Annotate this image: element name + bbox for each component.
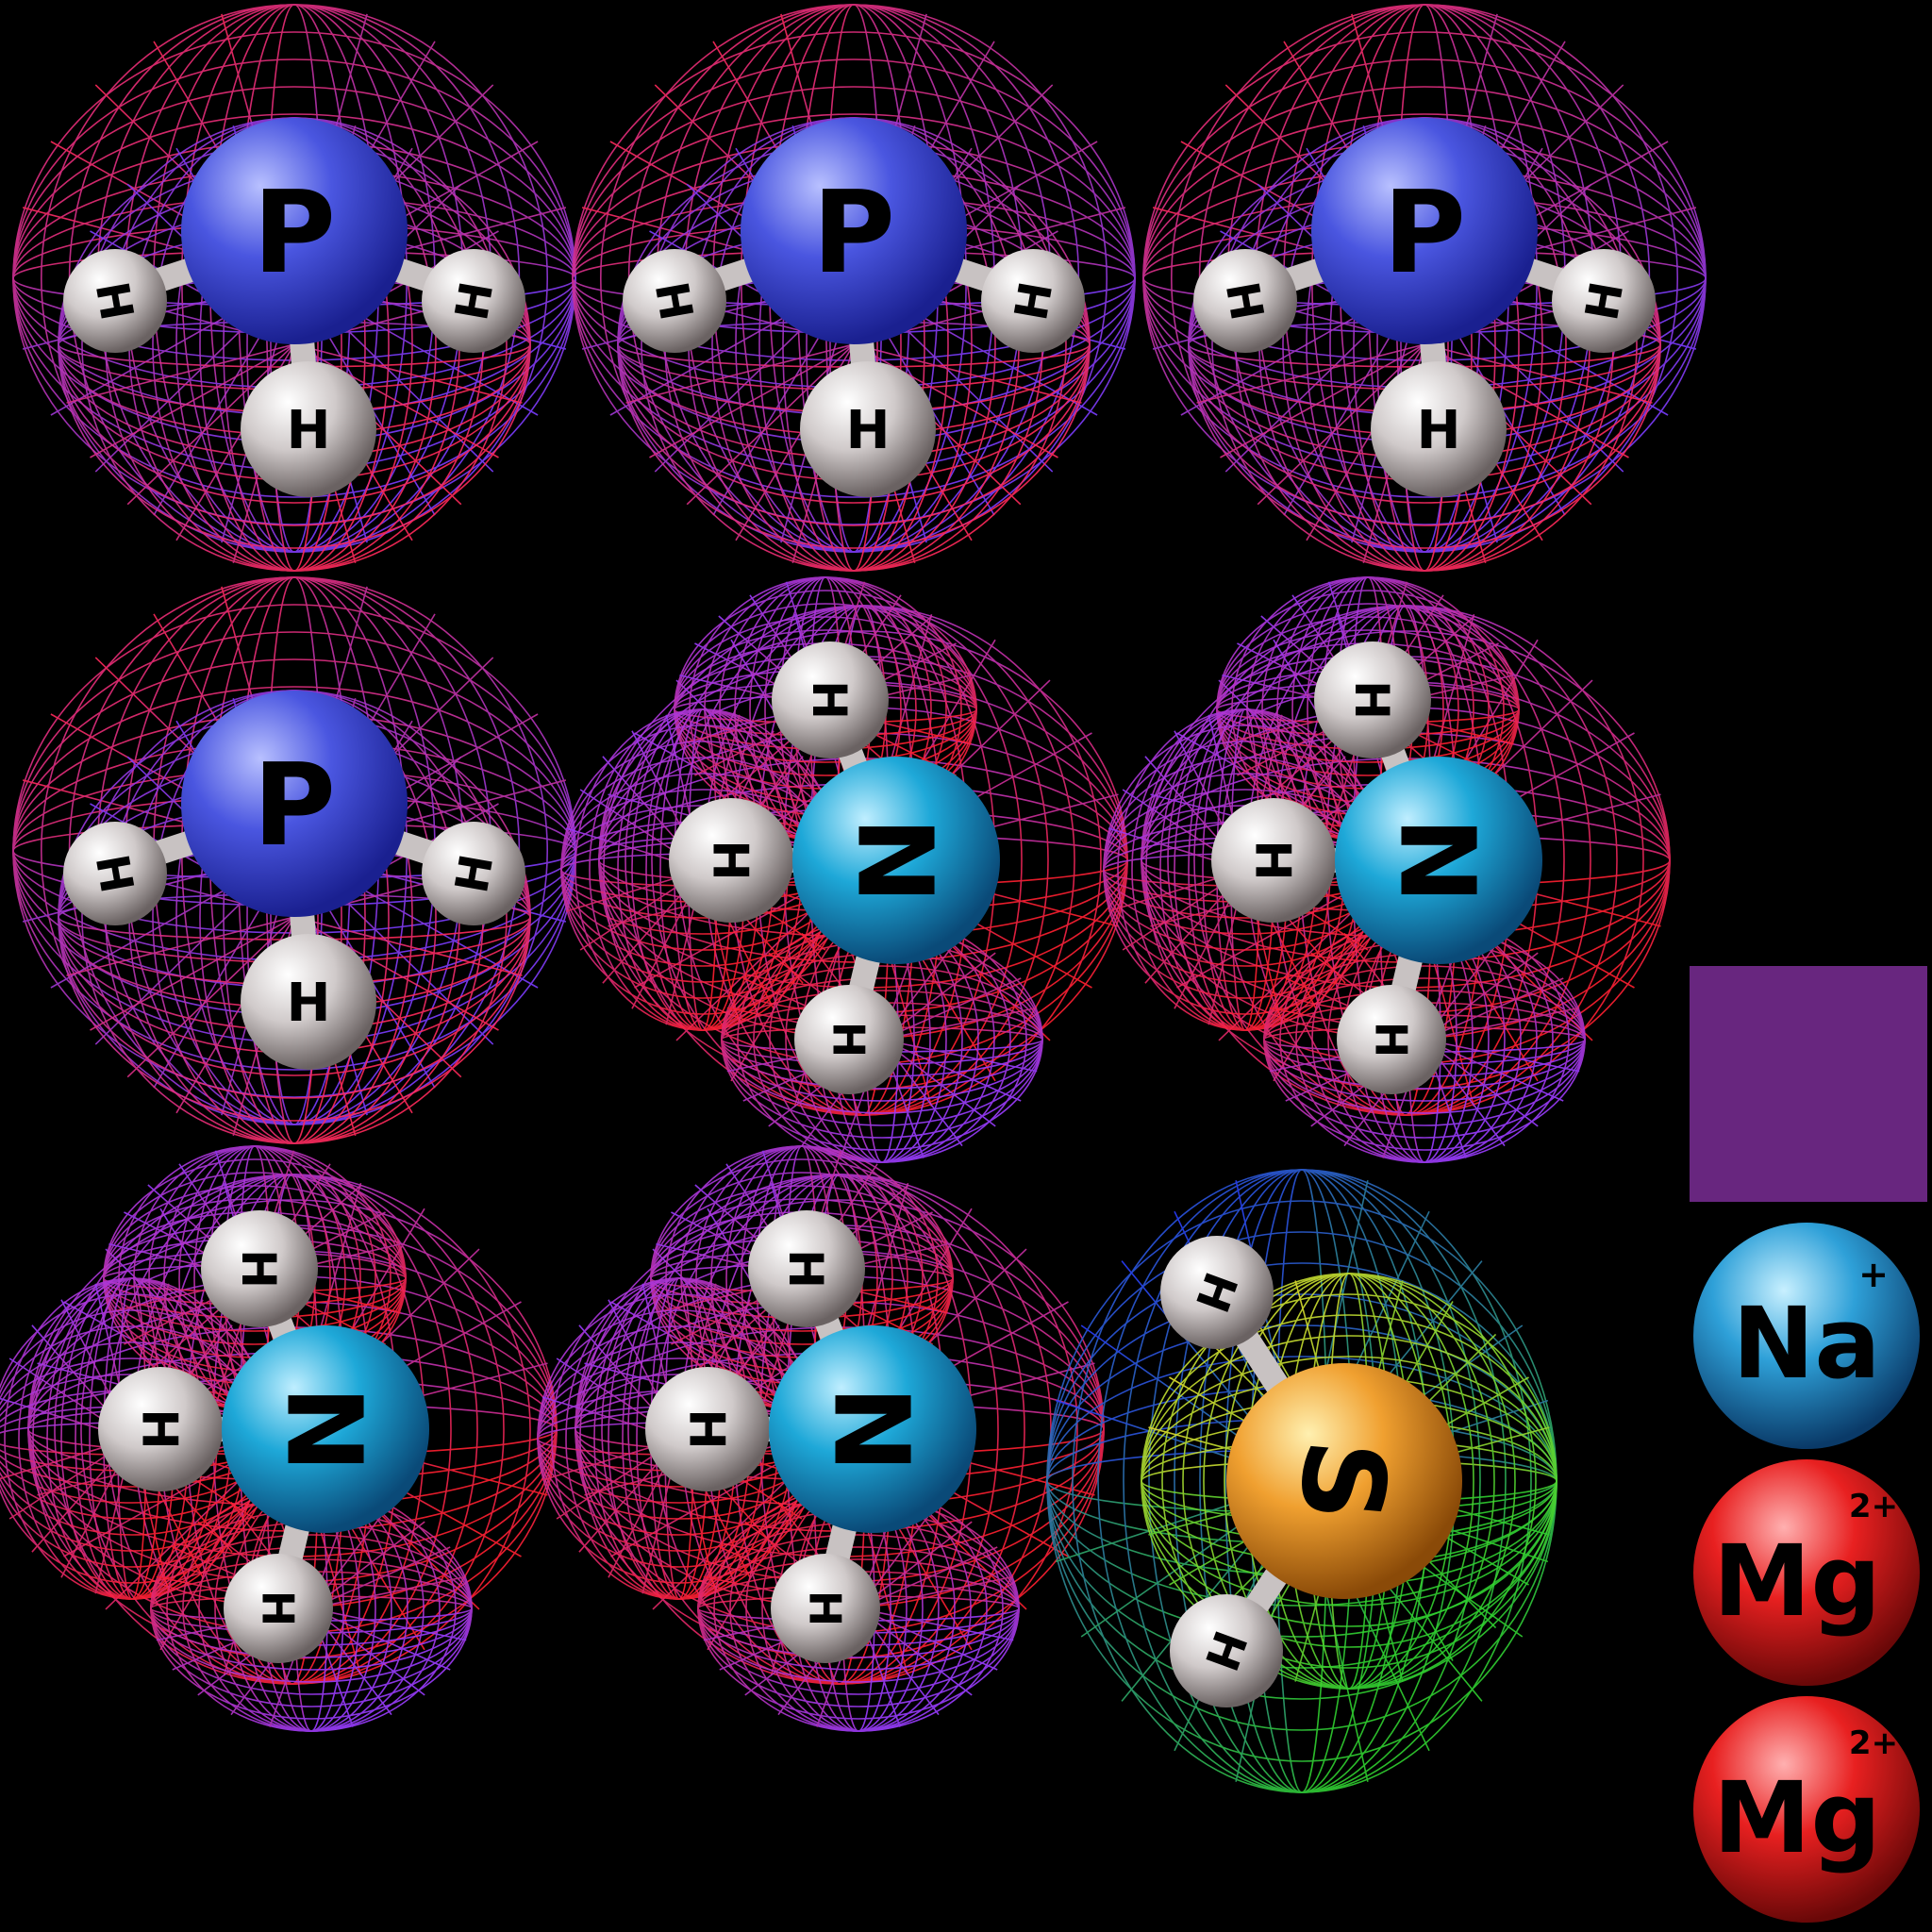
hydrogen-atom	[98, 1367, 223, 1491]
atom-label: H	[1005, 278, 1063, 325]
hydrogen-atom	[63, 249, 167, 353]
sulfur-atom	[1226, 1363, 1462, 1599]
atom-label: N	[263, 1386, 384, 1473]
atom-label: P	[812, 168, 895, 299]
hydrogen-atom	[422, 822, 525, 925]
atom-label: P	[253, 741, 336, 872]
atom-label: H	[1417, 400, 1461, 461]
nitrogen-atom	[222, 1325, 429, 1533]
hydrogen-atom	[1170, 1594, 1283, 1707]
hydrogen-atom	[748, 1210, 865, 1327]
nitrogen-atom	[792, 757, 1000, 964]
hydrogen-atom	[794, 985, 904, 1094]
hydrogen-atom	[1160, 1236, 1274, 1349]
hydrogen-sulfide-molecule: HSH	[1046, 1169, 1557, 1793]
hydrogen-atom	[1552, 249, 1656, 353]
atom-label: H	[677, 1408, 734, 1450]
phosphorus-atom	[1311, 118, 1538, 344]
hydrogen-atom	[1371, 361, 1507, 497]
ion-symbol: Mg	[1713, 1524, 1881, 1639]
atom-label: H	[445, 278, 504, 325]
phosphine-molecule: H H P H	[12, 576, 576, 1144]
hydrogen-atom	[241, 934, 376, 1070]
hydrogen-atom	[645, 1367, 770, 1491]
hydrogen-atom	[63, 822, 167, 925]
atom-label: H	[1215, 278, 1274, 325]
ammonia-molecule: H H N H	[0, 1145, 558, 1732]
hydrogen-atom	[1193, 249, 1297, 353]
sodium-ion: Na +	[1693, 1223, 1920, 1449]
ion-charge: +	[1858, 1254, 1889, 1295]
hydrogen-atom	[201, 1210, 318, 1327]
phosphorus-atom	[181, 118, 408, 344]
atom-label: H	[1344, 680, 1399, 720]
ion-charge: 2+	[1849, 1724, 1898, 1762]
atom-label: H	[85, 278, 143, 325]
atom-label: H	[231, 1249, 286, 1289]
hydrogen-atom	[800, 361, 936, 497]
atom-label: H	[778, 1249, 833, 1289]
atom-label: N	[810, 1386, 931, 1473]
atom-label: H	[130, 1408, 187, 1450]
hydrogen-atom	[669, 798, 793, 923]
ion-symbol: Mg	[1713, 1760, 1881, 1875]
atom-label: H	[644, 278, 703, 325]
ion-symbol: Na	[1732, 1286, 1880, 1401]
phosphine-molecule: H H P H	[1142, 4, 1707, 572]
color-swatch	[1690, 966, 1927, 1202]
phosphine-molecule: H H P H	[12, 4, 576, 572]
hydrogen-atom	[771, 1554, 880, 1663]
atom-label: N	[834, 817, 955, 904]
phosphine-molecule: H H P H	[572, 4, 1136, 572]
atom-label: H	[701, 840, 758, 881]
ammonia-molecule: H H N H	[1103, 576, 1671, 1163]
hydrogen-atom	[981, 249, 1085, 353]
atom-label: H	[1365, 1022, 1416, 1058]
hydrogen-atom	[1337, 985, 1446, 1094]
nitrogen-atom	[1335, 757, 1542, 964]
hydrogen-atom	[422, 249, 525, 353]
magnesium-ion: Mg 2+	[1693, 1696, 1920, 1923]
atom-label: H	[1575, 278, 1634, 325]
atom-label: P	[253, 168, 336, 299]
atom-label: P	[1383, 168, 1466, 299]
hydrogen-atom	[241, 361, 376, 497]
phosphorus-atom	[181, 691, 408, 917]
ammonia-molecule: H H N H	[560, 576, 1128, 1163]
atom-label: H	[802, 680, 857, 720]
atom-label: H	[846, 400, 891, 461]
atom-label: H	[85, 851, 143, 897]
ammonia-molecule: H H N H	[537, 1145, 1105, 1732]
nitrogen-atom	[769, 1325, 976, 1533]
atom-label: H	[445, 851, 504, 897]
atom-label: S	[1273, 1435, 1410, 1527]
magnesium-ion: Mg 2+	[1693, 1459, 1920, 1686]
atom-label: H	[1243, 840, 1300, 881]
atom-label: N	[1376, 817, 1497, 904]
hydrogen-atom	[224, 1554, 333, 1663]
hydrogen-atom	[1314, 641, 1431, 758]
phosphorus-atom	[741, 118, 967, 344]
atom-label: H	[799, 1591, 850, 1627]
atom-label: H	[252, 1591, 303, 1627]
atom-label: H	[823, 1022, 874, 1058]
hydrogen-atom	[623, 249, 726, 353]
ion-charge: 2+	[1849, 1488, 1898, 1525]
atom-label: H	[287, 400, 331, 461]
hydrogen-atom	[772, 641, 889, 758]
hydrogen-atom	[1211, 798, 1336, 923]
atom-label: H	[287, 973, 331, 1034]
